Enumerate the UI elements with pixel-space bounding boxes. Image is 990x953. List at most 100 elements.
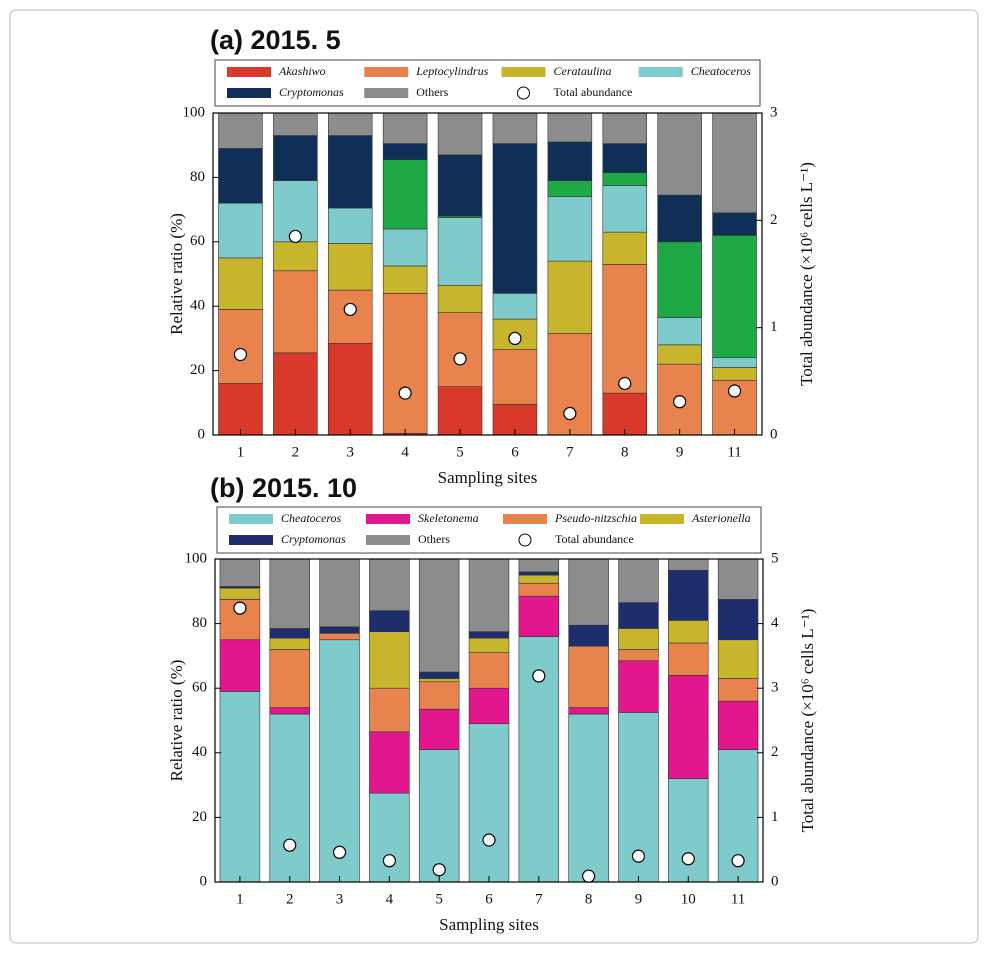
bar-segment	[568, 558, 609, 626]
y-tick-label: 0	[198, 426, 206, 442]
bar-segment	[668, 674, 709, 779]
bar-segment	[602, 392, 648, 436]
x-tick-label: 9	[635, 891, 643, 907]
bar-segment	[269, 628, 310, 639]
bar-segment	[492, 143, 538, 294]
legend-swatch	[366, 514, 410, 524]
x-tick-label: 8	[585, 891, 593, 907]
bar-segment	[618, 649, 659, 662]
bar-segment	[418, 681, 460, 710]
bar-segment	[418, 708, 460, 750]
abundance-point	[343, 302, 357, 317]
bar-segment	[468, 637, 510, 653]
legend-label: Asterionella	[691, 511, 751, 525]
bar-segment	[319, 632, 360, 641]
bar-segment	[273, 352, 318, 436]
bar-segment	[568, 624, 609, 647]
bar-segment	[218, 309, 263, 384]
y2-tick-label: 1	[771, 809, 779, 825]
bar-segment	[327, 112, 373, 136]
bar-segment	[327, 342, 373, 436]
x-tick-label: 7	[535, 891, 543, 907]
bar-segment	[547, 196, 593, 262]
abundance-point	[432, 863, 446, 877]
legend-label: Others	[418, 532, 450, 546]
bar-segment	[369, 558, 410, 611]
y2-tick-label: 0	[770, 426, 778, 442]
bar-segment	[547, 180, 593, 198]
y2-axis-label: Total abundance (×10⁶ cells L⁻¹)	[798, 609, 817, 833]
abundance-point	[618, 376, 632, 391]
legend-marker	[517, 86, 530, 100]
bar-segment	[602, 185, 648, 233]
bar-segment	[327, 289, 373, 344]
bar-segment	[568, 713, 609, 883]
legend-label: Cryptomonas	[279, 85, 344, 99]
abundance-point	[233, 347, 248, 362]
x-tick-label: 10	[681, 891, 696, 907]
abundance-point	[727, 384, 742, 398]
x-tick-label: 4	[386, 891, 394, 907]
bar-segment	[468, 723, 510, 883]
y-tick-label: 100	[183, 104, 206, 120]
bar-segment	[218, 148, 263, 204]
x-tick-label: 1	[237, 444, 245, 460]
bar-segment	[602, 143, 648, 173]
bar-segment	[492, 293, 538, 320]
legend-label: Cheatoceros	[281, 511, 342, 525]
y-axis-label: Relative ratio (%)	[167, 660, 186, 782]
bar-segment	[657, 112, 702, 196]
bar-segment	[269, 649, 310, 708]
y2-tick-label: 4	[771, 615, 779, 631]
legend-swatch	[227, 67, 271, 77]
abundance-point	[398, 386, 412, 400]
bar-segment	[269, 713, 310, 883]
bar-segment	[712, 235, 757, 359]
x-tick-label: 7	[566, 444, 574, 460]
y-tick-label: 20	[190, 362, 205, 378]
bar-segment	[418, 558, 460, 673]
legend-swatch	[364, 88, 409, 98]
panel-title: (a) 2015. 5	[210, 25, 341, 55]
y-tick-label: 80	[190, 169, 205, 185]
bar-segment	[382, 293, 428, 434]
bar-segment	[568, 707, 609, 715]
x-axis-label: Sampling sites	[438, 468, 538, 487]
y-tick-label: 40	[192, 744, 207, 760]
bar-segment	[437, 217, 483, 286]
bar-segment	[369, 610, 410, 632]
bar-segment	[468, 652, 510, 689]
bar-segment	[547, 112, 593, 143]
bar-segment	[327, 207, 373, 244]
bar-segment	[437, 284, 483, 313]
bar-segment	[717, 678, 759, 702]
legend-swatch	[229, 514, 273, 524]
x-tick-label: 5	[435, 891, 443, 907]
legend-swatch	[227, 88, 271, 98]
bar-segment	[437, 154, 483, 217]
bar-segment	[218, 383, 263, 436]
bar-segment	[518, 595, 560, 637]
bar-segment	[518, 574, 560, 584]
bar-segment	[437, 312, 483, 388]
bar-segment	[269, 637, 310, 650]
abundance-point	[673, 395, 687, 409]
abundance-point	[332, 845, 347, 859]
bar-segment	[568, 645, 609, 708]
bar-segment	[518, 571, 560, 576]
bar-segment	[218, 257, 263, 310]
bar-segment	[518, 558, 560, 573]
legend-label: Cryptomonas	[281, 532, 346, 546]
bar-segment	[218, 112, 263, 149]
bar-segment	[437, 386, 483, 436]
bar-segment	[712, 367, 757, 381]
abundance-point	[288, 229, 302, 244]
y-axis-label: Relative ratio (%)	[167, 213, 186, 335]
bar-segment	[269, 707, 310, 715]
bar-segment	[418, 678, 460, 683]
abundance-point	[681, 852, 695, 866]
bar-segment	[712, 112, 757, 214]
bar-segment	[602, 231, 648, 265]
legend-label: Akashiwo	[278, 64, 326, 78]
